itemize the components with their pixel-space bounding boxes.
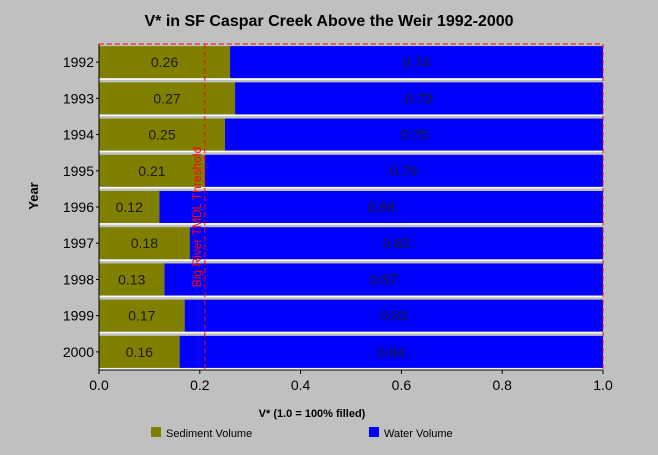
bar-label-sediment-1995: 0.21 <box>138 163 165 179</box>
threshold-label: Big River TMDL Threshold <box>190 147 204 288</box>
x-tick-label-0.0: 0.0 <box>89 377 109 393</box>
y-tick-label-1994: 1994 <box>63 127 94 143</box>
bar-label-water-1993: 0.73 <box>405 90 432 106</box>
bar-water-2000 <box>179 335 603 368</box>
x-tick-label-0.2: 0.2 <box>190 377 210 393</box>
bar-water-1995 <box>204 154 603 187</box>
bar-label-water-1992: 0.74 <box>403 54 430 70</box>
x-tick-label-0.6: 0.6 <box>392 377 412 393</box>
bar-label-sediment-2000: 0.16 <box>126 344 153 360</box>
bar-label-water-1998: 0.87 <box>370 271 397 287</box>
bar-sediment-1999 <box>99 299 185 332</box>
bar-water-1997 <box>189 227 603 260</box>
bar-sediment-1996 <box>99 191 160 223</box>
bar-sediment-1994 <box>99 118 225 151</box>
y-tick-label-1993: 1993 <box>63 90 94 106</box>
y-tick-label-1999: 1999 <box>63 308 94 324</box>
bar-sediment-1998 <box>99 263 165 296</box>
bar-water-1993 <box>235 82 603 115</box>
x-axis-label: V* (1.0 = 100% filled) <box>259 408 366 420</box>
bar-water-1994 <box>225 118 603 151</box>
bar-label-sediment-1998: 0.13 <box>118 271 145 287</box>
y-axis-label: Year <box>26 182 41 209</box>
x-tick-label-1.0: 1.0 <box>593 377 613 393</box>
bar-label-sediment-1996: 0.12 <box>116 199 143 215</box>
legend-swatch-sediment <box>151 427 161 437</box>
bar-sediment-1997 <box>99 227 190 260</box>
legend-label-sediment: Sediment Volume <box>166 428 252 440</box>
bar-label-sediment-1997: 0.18 <box>131 235 158 251</box>
bar-water-1992 <box>230 46 604 79</box>
bar-label-water-1997: 0.82 <box>383 235 410 251</box>
bar-water-1999 <box>184 299 603 332</box>
bar-label-sediment-1999: 0.17 <box>128 308 155 324</box>
bar-label-sediment-1993: 0.27 <box>153 90 180 106</box>
y-tick-label-1998: 1998 <box>63 271 94 287</box>
bar-sediment-1993 <box>99 82 236 115</box>
bar-sediment-1992 <box>99 46 231 79</box>
x-tick-label-0.8: 0.8 <box>492 377 512 393</box>
legend-swatch-water <box>369 427 379 437</box>
bar-label-water-2000: 0.84 <box>378 344 405 360</box>
legend: Sediment Volume Water Volume <box>151 427 453 440</box>
bar-sediment-2000 <box>99 335 180 368</box>
bar-sediment-1995 <box>99 154 205 187</box>
legend-label-water: Water Volume <box>384 428 453 440</box>
bar-label-water-1995: 0.79 <box>390 163 417 179</box>
bar-label-sediment-1994: 0.25 <box>148 127 175 143</box>
x-tick-label-0.4: 0.4 <box>291 377 311 393</box>
y-tick-label-1997: 1997 <box>63 235 94 251</box>
y-tick-label-1996: 1996 <box>63 199 94 215</box>
bar-label-water-1994: 0.75 <box>400 127 427 143</box>
y-tick-label-1992: 1992 <box>63 54 94 70</box>
bar-label-water-1996: 0.88 <box>368 199 395 215</box>
y-tick-label-2000: 2000 <box>63 344 94 360</box>
bar-label-sediment-1992: 0.26 <box>151 54 178 70</box>
bar-water-1996 <box>159 191 604 223</box>
bar-label-water-1999: 0.83 <box>380 308 407 324</box>
chart-title: V* in SF Caspar Creek Above the Weir 199… <box>144 13 513 30</box>
bar-water-1998 <box>164 263 603 296</box>
y-tick-label-1995: 1995 <box>63 163 94 179</box>
